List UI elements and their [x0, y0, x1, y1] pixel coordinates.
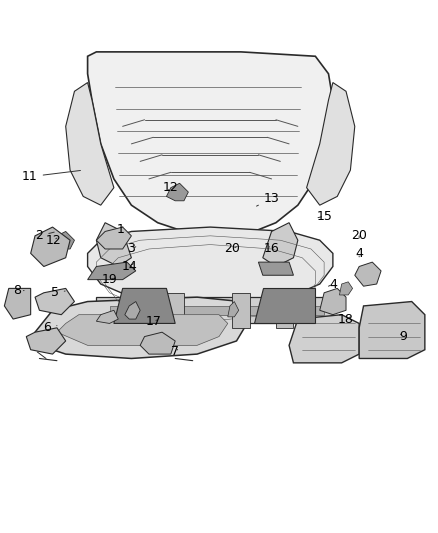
Polygon shape	[96, 223, 131, 266]
Polygon shape	[339, 282, 353, 295]
Polygon shape	[254, 288, 315, 324]
Polygon shape	[289, 314, 359, 363]
Polygon shape	[123, 293, 140, 328]
Polygon shape	[96, 297, 333, 324]
Polygon shape	[26, 328, 66, 354]
Polygon shape	[320, 288, 346, 314]
Text: 11: 11	[22, 170, 81, 183]
Polygon shape	[307, 83, 355, 205]
Polygon shape	[166, 183, 188, 201]
Polygon shape	[57, 314, 228, 345]
Polygon shape	[88, 262, 136, 280]
Polygon shape	[355, 262, 381, 286]
Text: 20: 20	[224, 243, 240, 255]
Polygon shape	[140, 332, 175, 354]
Text: 15: 15	[316, 209, 332, 223]
Text: 12: 12	[46, 233, 61, 247]
Polygon shape	[53, 231, 74, 249]
Polygon shape	[125, 302, 140, 319]
Polygon shape	[114, 288, 175, 324]
Polygon shape	[31, 227, 70, 266]
Text: 1: 1	[117, 223, 124, 236]
Text: 6: 6	[43, 321, 57, 334]
Text: 3: 3	[127, 243, 136, 255]
Text: 9: 9	[399, 330, 407, 343]
Text: 20: 20	[351, 229, 367, 243]
Text: 17: 17	[145, 315, 161, 328]
Polygon shape	[96, 227, 131, 249]
Polygon shape	[228, 302, 239, 317]
Text: 18: 18	[338, 312, 354, 326]
Polygon shape	[88, 52, 333, 238]
Polygon shape	[96, 310, 118, 324]
Polygon shape	[258, 262, 293, 275]
Text: 16: 16	[264, 243, 279, 255]
Text: 12: 12	[163, 181, 179, 194]
Polygon shape	[166, 293, 184, 328]
Polygon shape	[359, 302, 425, 359]
Text: 2: 2	[35, 229, 54, 243]
Polygon shape	[35, 288, 74, 314]
Text: 7: 7	[171, 345, 179, 358]
Polygon shape	[35, 297, 250, 359]
Polygon shape	[88, 227, 333, 304]
Text: 4: 4	[328, 278, 337, 290]
Polygon shape	[66, 83, 114, 205]
Polygon shape	[232, 293, 250, 328]
Text: 14: 14	[121, 260, 137, 273]
Text: 5: 5	[51, 286, 65, 300]
Polygon shape	[4, 288, 31, 319]
Polygon shape	[263, 223, 298, 266]
Polygon shape	[110, 306, 324, 314]
Text: 13: 13	[257, 192, 279, 206]
Text: 8: 8	[13, 284, 24, 297]
Text: 19: 19	[102, 273, 117, 286]
Text: 4: 4	[355, 247, 363, 260]
Polygon shape	[276, 293, 293, 328]
